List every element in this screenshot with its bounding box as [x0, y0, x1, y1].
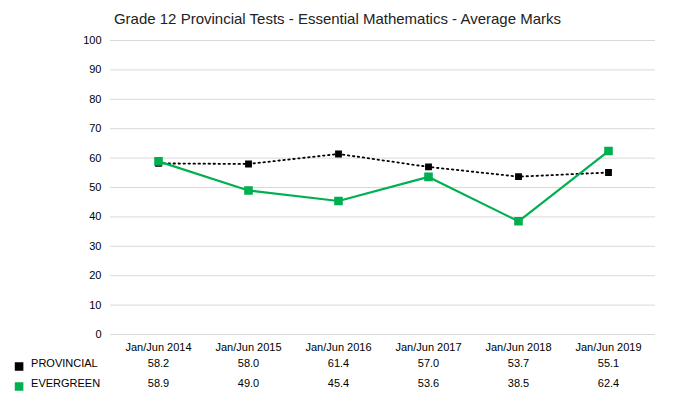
svg-text:70: 70: [89, 122, 101, 134]
svg-text:58.9: 58.9: [148, 377, 169, 389]
svg-text:61.4: 61.4: [328, 357, 349, 369]
svg-text:Jan/Jun 2019: Jan/Jun 2019: [575, 341, 641, 353]
svg-text:53.7: 53.7: [508, 357, 529, 369]
svg-text:80: 80: [89, 93, 101, 105]
svg-text:Jan/Jun 2017: Jan/Jun 2017: [395, 341, 461, 353]
svg-text:EVERGREEN: EVERGREEN: [31, 377, 100, 389]
svg-text:10: 10: [89, 299, 101, 311]
svg-text:57.0: 57.0: [418, 357, 439, 369]
svg-text:50: 50: [89, 181, 101, 193]
svg-text:Jan/Jun 2014: Jan/Jun 2014: [125, 341, 191, 353]
svg-text:Jan/Jun 2015: Jan/Jun 2015: [215, 341, 281, 353]
svg-text:53.6: 53.6: [418, 377, 439, 389]
svg-text:PROVINCIAL: PROVINCIAL: [31, 357, 98, 369]
svg-text:58.0: 58.0: [238, 357, 259, 369]
svg-text:Jan/Jun 2018: Jan/Jun 2018: [485, 341, 551, 353]
svg-text:100: 100: [83, 34, 101, 46]
svg-text:62.4: 62.4: [598, 377, 619, 389]
svg-text:38.5: 38.5: [508, 377, 529, 389]
svg-text:90: 90: [89, 63, 101, 75]
html-text:Grade 12 Provincial Tests - Es: Grade 12 Provincial Tests - Essential Ma…: [113, 10, 562, 27]
svg-text:20: 20: [89, 269, 101, 281]
svg-text:49.0: 49.0: [238, 377, 259, 389]
svg-text:58.2: 58.2: [148, 357, 169, 369]
svg-text:Jan/Jun 2016: Jan/Jun 2016: [305, 341, 371, 353]
svg-text:0: 0: [95, 328, 101, 340]
svg-text:40: 40: [89, 210, 101, 222]
svg-text:45.4: 45.4: [328, 377, 349, 389]
svg-text:30: 30: [89, 240, 101, 252]
svg-text:55.1: 55.1: [598, 357, 619, 369]
svg-text:60: 60: [89, 152, 101, 164]
